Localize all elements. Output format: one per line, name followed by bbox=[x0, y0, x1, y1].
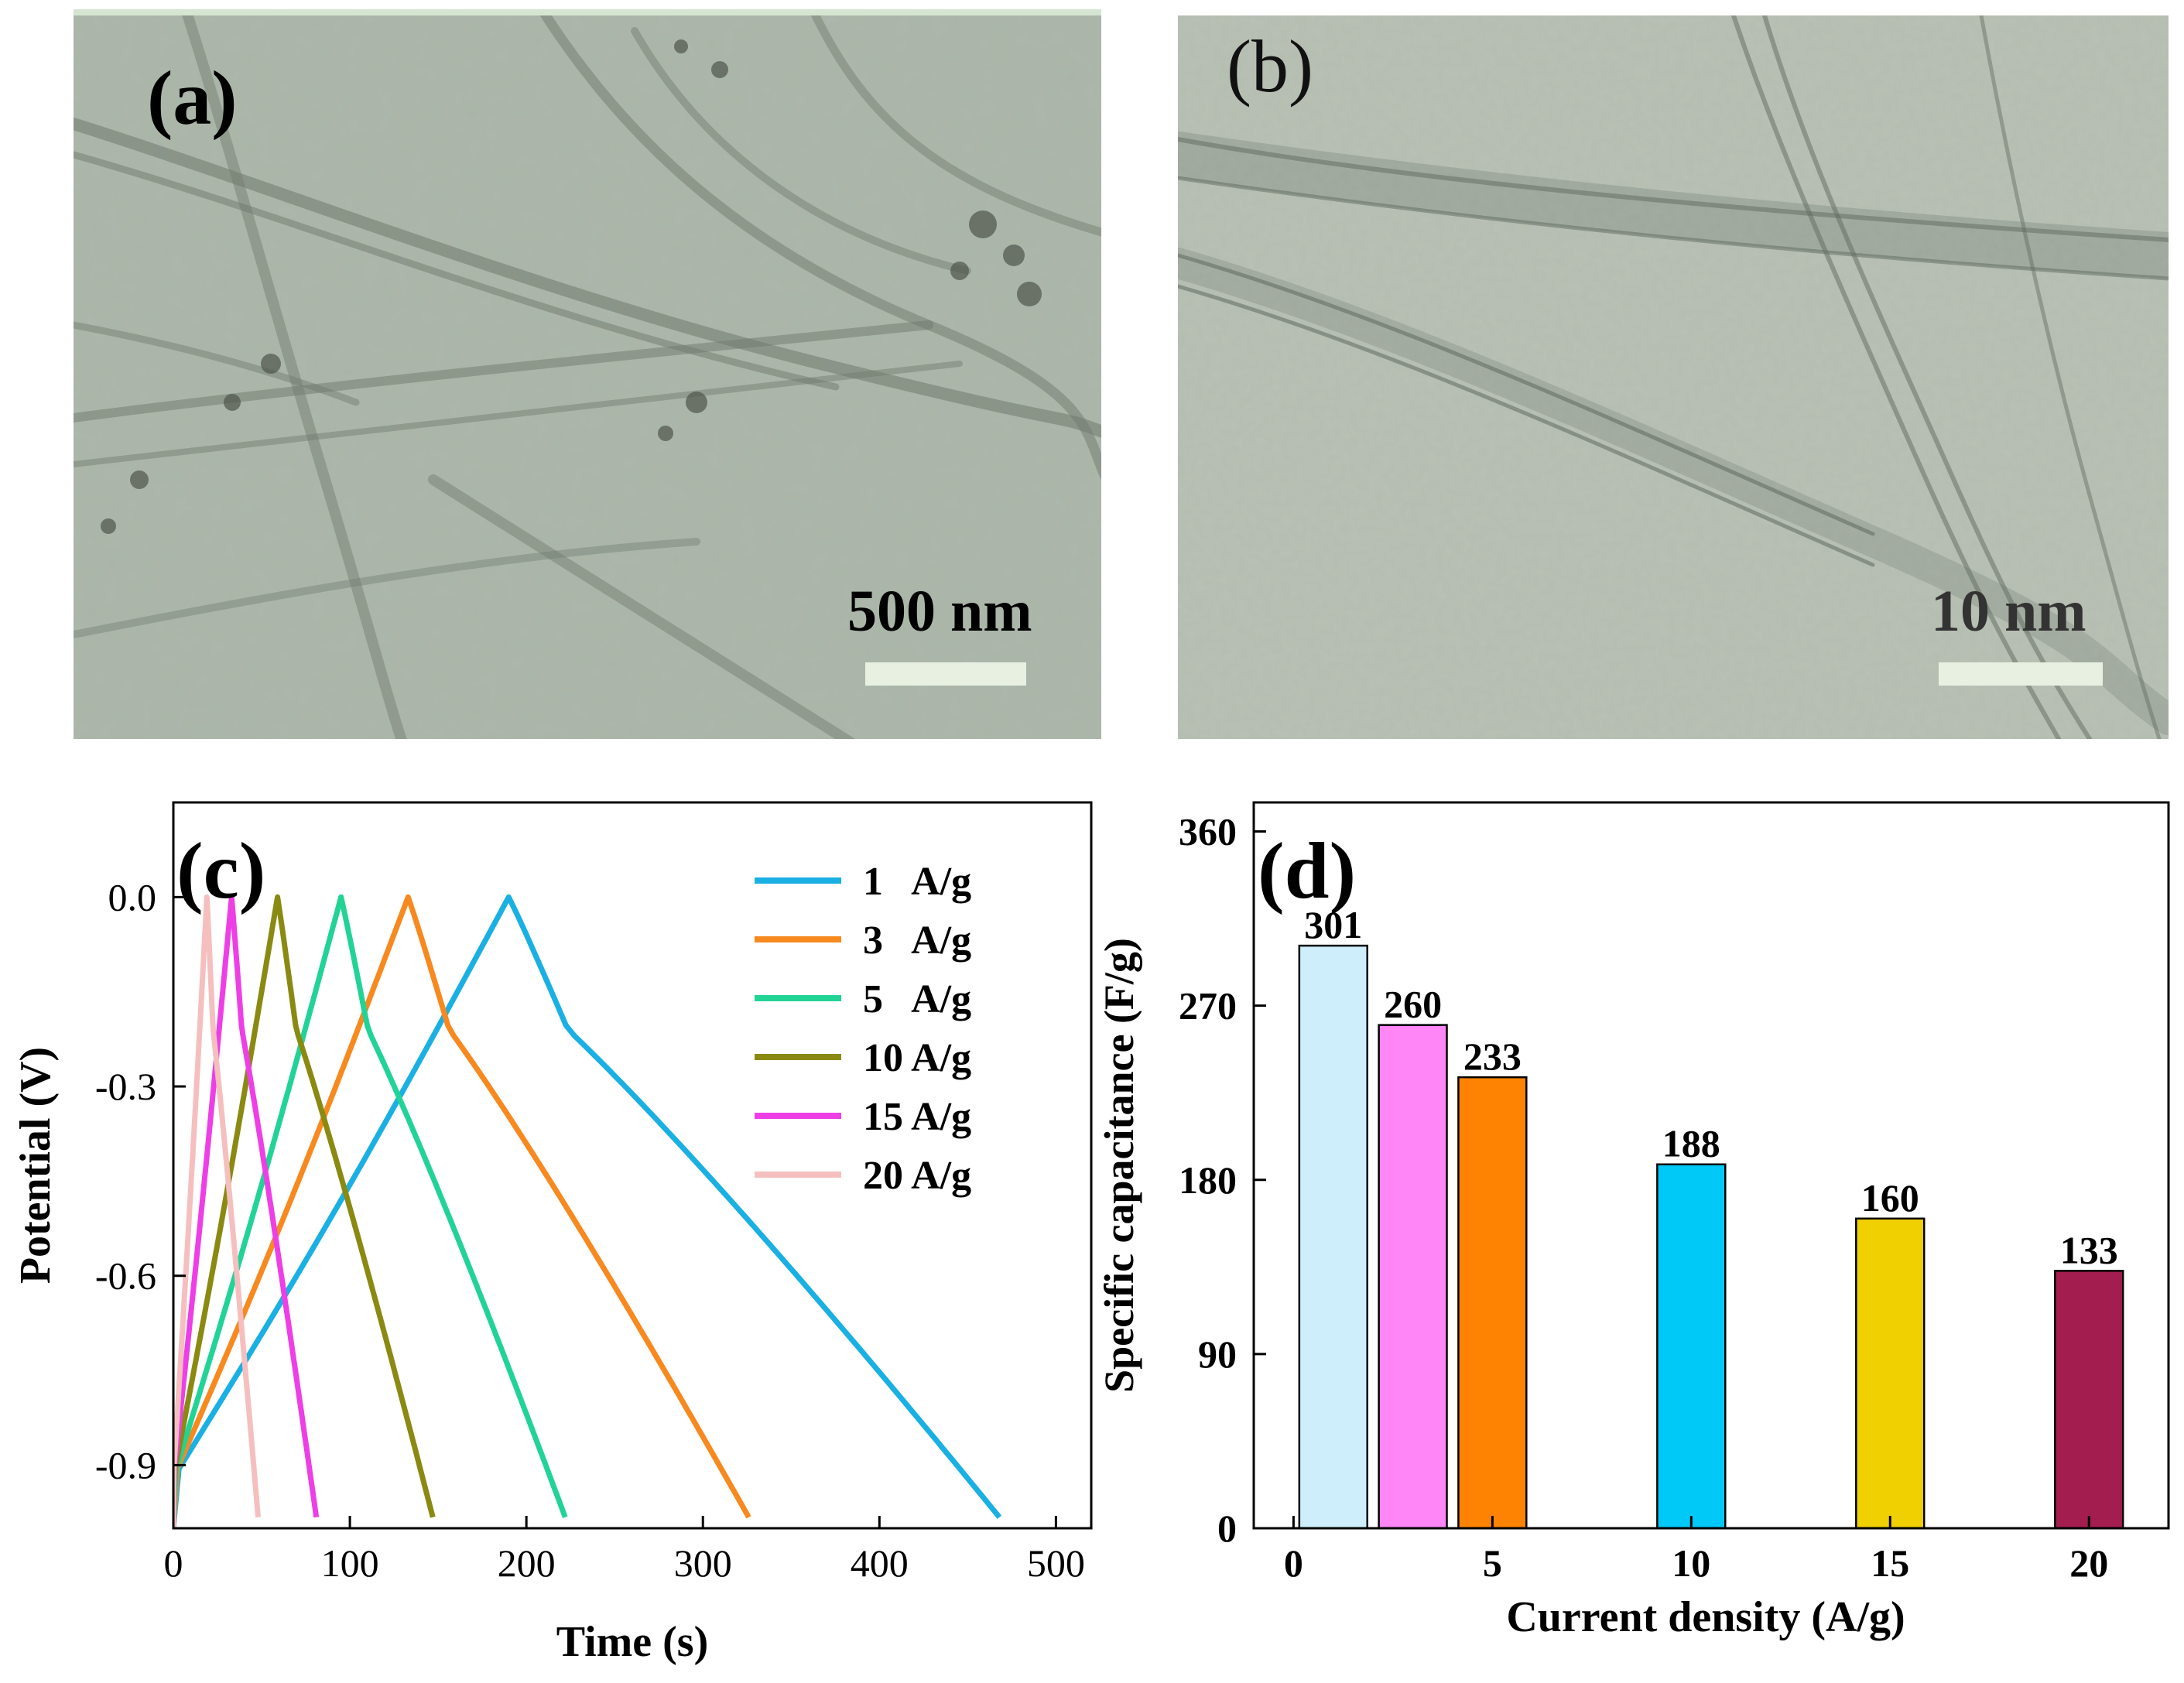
d-bar-301 bbox=[1298, 944, 1368, 1530]
c-x-tick-label: 300 bbox=[674, 1541, 732, 1585]
chart-c-galvanostatic: 0 100 200 300 400 500 0.0 -0.3 -0.6 -0.9 1 A/g 3 A… bbox=[12, 801, 1093, 1666]
d-x-axis-title: Current density (A/g) bbox=[1506, 1593, 1905, 1641]
d-bar-260 bbox=[1378, 1024, 1448, 1530]
scale-bar-b bbox=[1939, 662, 2103, 686]
c-y-tick-label: 0.0 bbox=[108, 875, 157, 918]
d-bar-133 bbox=[2054, 1270, 2124, 1530]
panel-label-a: (a) bbox=[147, 55, 238, 141]
c-legend-label-6: 20 A/g bbox=[863, 1154, 971, 1198]
panel-label-b: (b) bbox=[1227, 25, 1313, 108]
c-legend-label-3: 5 A/g bbox=[863, 977, 971, 1021]
c-x-tick-label: 400 bbox=[851, 1541, 909, 1585]
d-y-tick-label: 270 bbox=[1179, 984, 1237, 1028]
c-plot-frame bbox=[172, 801, 1093, 1530]
c-series-line-6 bbox=[173, 894, 261, 1528]
d-bar-188 bbox=[1656, 1163, 1727, 1530]
c-legend-label-2: 3 A/g bbox=[863, 918, 971, 963]
c-y-tick-label: -0.3 bbox=[95, 1065, 156, 1108]
d-axes-group: 0 5 10 15 20 0 90 180 270 360 bbox=[1179, 810, 2108, 1585]
tem-a-nanotubes bbox=[74, 9, 1101, 739]
c-x-tick-label: 500 bbox=[1027, 1541, 1085, 1585]
c-y-tick-label: -0.6 bbox=[95, 1254, 156, 1298]
c-axes-group: 0 100 200 300 400 500 0.0 -0.3 -0.6 -0.9 bbox=[95, 875, 1085, 1585]
d-y-tick-label: 180 bbox=[1179, 1158, 1237, 1202]
c-curves-group bbox=[173, 894, 1002, 1528]
d-plot-frame bbox=[1252, 801, 2170, 1530]
d-x-tick-label: 0 bbox=[1284, 1541, 1303, 1585]
d-y-tick-label: 90 bbox=[1198, 1332, 1237, 1376]
scale-bar-a bbox=[865, 662, 1026, 686]
c-series-line-5 bbox=[173, 894, 320, 1528]
tem-a-texture bbox=[74, 9, 1101, 739]
panel-label-d: (d) bbox=[1258, 826, 1356, 915]
c-x-tick-label: 0 bbox=[164, 1541, 183, 1585]
d-bar-value-label: 133 bbox=[2060, 1228, 2118, 1271]
panel-label-c: (c) bbox=[176, 826, 265, 915]
c-series-line-4 bbox=[173, 894, 436, 1528]
d-bar-value-label: 160 bbox=[1861, 1176, 1919, 1219]
scale-text-a: 500 nm bbox=[847, 579, 1032, 644]
d-bar-value-label: 233 bbox=[1463, 1035, 1522, 1078]
d-bars-group: 301 260 233 188 160 133 bbox=[1298, 903, 2124, 1530]
c-series-line-3 bbox=[173, 894, 568, 1528]
c-legend: 1 A/g 3 A/g 5 A/g 10 A/g 15 A/g 20 A/g bbox=[755, 860, 971, 1198]
tem-image-b: (b) 10 nm bbox=[1178, 15, 2169, 739]
d-bar-value-label: 188 bbox=[1662, 1122, 1720, 1165]
tem-a-particles bbox=[101, 39, 1042, 534]
c-legend-label-5: 15 A/g bbox=[863, 1095, 971, 1139]
c-legend-label-4: 10 A/g bbox=[863, 1036, 971, 1080]
d-x-tick-label: 20 bbox=[2069, 1541, 2108, 1585]
d-y-tick-label: 360 bbox=[1179, 810, 1237, 853]
c-x-axis-title: Time (s) bbox=[556, 1618, 709, 1666]
d-x-tick-label: 10 bbox=[1672, 1541, 1710, 1585]
d-bar-value-label: 260 bbox=[1384, 983, 1442, 1026]
d-y-tick-label: 0 bbox=[1217, 1507, 1237, 1550]
c-x-tick-label: 100 bbox=[321, 1541, 379, 1585]
scale-text-b: 10 nm bbox=[1931, 579, 2086, 644]
c-x-tick-label: 200 bbox=[498, 1541, 556, 1585]
d-y-axis-title: Specific capacitance (F/g) bbox=[1096, 938, 1142, 1393]
tem-image-a: (a) 500 nm bbox=[74, 9, 1101, 739]
c-series-line-2 bbox=[173, 894, 751, 1528]
c-y-tick-label: -0.9 bbox=[95, 1443, 156, 1486]
c-y-axis-title: Potential (V) bbox=[12, 1047, 60, 1284]
d-bar-233 bbox=[1457, 1076, 1528, 1530]
d-x-tick-label: 5 bbox=[1483, 1541, 1502, 1585]
d-x-tick-label: 15 bbox=[1871, 1541, 1909, 1585]
d-bar-value-label: 301 bbox=[1304, 903, 1362, 946]
tem-b-walls bbox=[1178, 15, 2169, 739]
c-legend-label-1: 1 A/g bbox=[863, 860, 971, 904]
tem-b-texture bbox=[1178, 15, 2169, 739]
tem-a-top-edge bbox=[74, 9, 1101, 15]
d-bar-160 bbox=[1855, 1217, 1926, 1530]
